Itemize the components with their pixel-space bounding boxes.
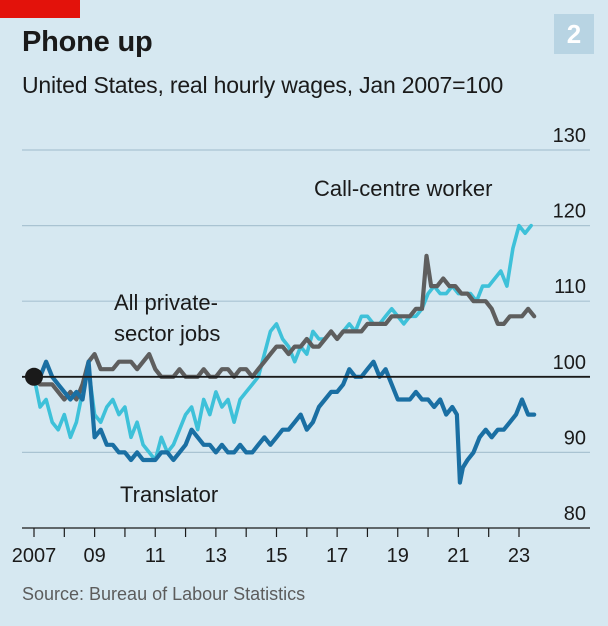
- x-tick-label-23: 23: [508, 545, 530, 567]
- x-tick-label-09: 09: [84, 545, 106, 567]
- y-tick-label-130: 130: [553, 125, 586, 147]
- annotation-1-line-1: sector jobs: [114, 321, 220, 346]
- y-tick-label-80: 80: [564, 503, 586, 525]
- chart-subtitle: United States, real hourly wages, Jan 20…: [22, 72, 504, 98]
- series-line-call-centre: [32, 223, 533, 462]
- chart-number-badge: 2: [554, 14, 594, 54]
- annotation-2-line-0: Translator: [120, 482, 218, 507]
- x-tick-label-19: 19: [387, 545, 409, 567]
- x-tick-label-13: 13: [205, 545, 227, 567]
- annotation-0-line-0: Call-centre worker: [314, 176, 493, 201]
- source-note: Source: Bureau of Labour Statistics: [22, 584, 306, 604]
- x-tick-label-15: 15: [265, 545, 287, 567]
- x-tick-label-21: 21: [447, 545, 469, 567]
- series-line-all-private: [31, 253, 537, 402]
- annotation-1-line-0: All private-: [114, 290, 218, 315]
- y-tick-label-100: 100: [553, 352, 586, 374]
- series-line-translator: [31, 359, 537, 485]
- y-tick-label-120: 120: [553, 201, 586, 223]
- y-tick-label-110: 110: [554, 276, 586, 298]
- chart-title: Phone up: [22, 26, 153, 58]
- y-tick-label-90: 90: [564, 427, 586, 449]
- start-marker: [25, 367, 43, 386]
- x-tick-label-2007: 2007: [12, 545, 57, 567]
- x-tick-label-11: 11: [145, 545, 166, 567]
- x-tick-label-17: 17: [326, 545, 348, 567]
- brand-tag: [0, 0, 80, 18]
